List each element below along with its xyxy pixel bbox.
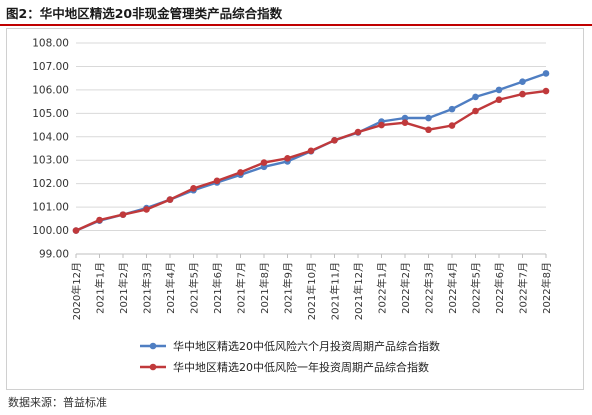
data-point-s1 xyxy=(519,78,526,85)
y-tick-label: 107.00 xyxy=(32,61,69,73)
x-tick-label: 2022年7月 xyxy=(517,262,530,314)
data-point-s1 xyxy=(448,105,456,113)
x-tick-label: 2021年1月 xyxy=(94,262,107,314)
x-tick-labels: 2020年12月 2021年1月 2021年2月 2021年3月 2021年4月 2021… xyxy=(70,262,553,320)
x-tick-label: 2022年1月 xyxy=(376,262,389,314)
data-point-s2 xyxy=(401,119,409,127)
data-point-s2 xyxy=(119,211,127,218)
x-tick-label: 2021年12月 xyxy=(352,262,365,320)
y-tick-label: 103.00 xyxy=(32,155,69,167)
y-tick-label: 105.00 xyxy=(32,108,69,120)
x-tick-label: 2021年11月 xyxy=(329,262,342,320)
x-tick-label: 2021年4月 xyxy=(164,262,177,314)
legend-marker-2 xyxy=(149,363,157,371)
data-point-s2 xyxy=(260,159,268,166)
data-point-s2 xyxy=(284,155,291,162)
data-point-s1 xyxy=(472,93,479,101)
data-point-s2 xyxy=(495,96,503,104)
x-tick-label: 2021年2月 xyxy=(117,262,130,314)
y-tick-labels: 99.00 100.00 101.00 102.00 103.00 104.00 105.0… xyxy=(32,38,69,261)
data-point-s2 xyxy=(519,90,526,98)
data-point-s2 xyxy=(307,147,315,155)
y-tick-label: 99.00 xyxy=(39,249,69,261)
y-tick-label: 102.00 xyxy=(32,178,69,190)
chart-frame xyxy=(6,28,584,390)
x-tick-label: 2021年3月 xyxy=(141,262,154,314)
x-tick-label: 2022年4月 xyxy=(446,262,459,314)
x-tick-label: 2022年2月 xyxy=(399,262,412,314)
y-tick-label: 104.00 xyxy=(32,131,69,143)
legend-marker-1 xyxy=(149,342,157,350)
data-source: 数据来源：普益标准 xyxy=(8,396,107,409)
y-tick-label: 100.00 xyxy=(32,225,69,237)
data-point-s1 xyxy=(401,114,409,122)
x-tick-label: 2022年3月 xyxy=(423,262,436,314)
x-tick-label: 2021年5月 xyxy=(188,262,201,314)
data-point-s2 xyxy=(425,126,432,134)
data-point-s2 xyxy=(378,121,385,129)
data-point-s2 xyxy=(472,107,479,115)
legend: 华中地区精选20中低风险六个月投资周期产品综合指数华中地区精选20中低风险一年投… xyxy=(140,339,440,374)
x-tick-label: 2021年8月 xyxy=(258,262,271,314)
legend-label-2: 华中地区精选20中低风险一年投资周期产品综合指数 xyxy=(173,360,429,374)
y-tick-label: 106.00 xyxy=(32,84,69,96)
x-tick-label: 2021年6月 xyxy=(211,262,224,314)
legend-label-1: 华中地区精选20中低风险六个月投资周期产品综合指数 xyxy=(173,339,440,353)
data-point-s2 xyxy=(72,227,80,234)
x-tick-label: 2020年12月 xyxy=(70,262,83,320)
data-point-s2 xyxy=(166,196,174,203)
x-tick-label: 2022年6月 xyxy=(493,262,506,314)
x-tick-label: 2022年5月 xyxy=(470,262,483,314)
data-point-s1 xyxy=(425,114,432,122)
data-point-s2 xyxy=(190,185,197,192)
y-tick-label: 108.00 xyxy=(32,38,69,50)
x-tick-label: 2022年8月 xyxy=(540,262,553,314)
title-rule xyxy=(0,24,592,26)
data-point-s2 xyxy=(96,216,103,224)
series-lines xyxy=(72,70,550,234)
data-point-s1 xyxy=(495,86,503,94)
x-tick-label: 2021年7月 xyxy=(235,262,248,314)
data-point-s2 xyxy=(331,136,338,144)
data-point-s2 xyxy=(143,206,150,213)
y-tick-label: 101.00 xyxy=(32,202,69,214)
data-point-s2 xyxy=(213,177,221,185)
data-point-s2 xyxy=(542,87,550,95)
data-point-s1 xyxy=(542,70,550,77)
data-point-s2 xyxy=(237,169,244,176)
figure-title: 图2：华中地区精选20非现金管理类产品综合指数 xyxy=(6,6,283,21)
x-tick-label: 2021年10月 xyxy=(305,262,318,320)
x-tick-label: 2021年9月 xyxy=(282,262,295,314)
data-point-s2 xyxy=(354,128,362,136)
data-point-s2 xyxy=(448,122,456,129)
